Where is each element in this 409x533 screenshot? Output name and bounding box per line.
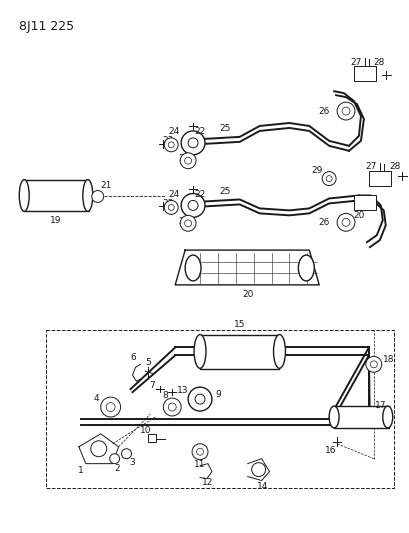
Circle shape — [181, 131, 205, 155]
Circle shape — [184, 220, 191, 227]
Circle shape — [188, 200, 198, 211]
Ellipse shape — [383, 406, 393, 428]
Text: 10: 10 — [139, 426, 151, 435]
Text: 25: 25 — [219, 187, 231, 196]
Text: 2: 2 — [115, 464, 120, 473]
Ellipse shape — [274, 335, 285, 368]
Text: 4: 4 — [94, 393, 99, 402]
Text: 20: 20 — [242, 290, 254, 300]
Text: 8J11 225: 8J11 225 — [19, 20, 74, 33]
Text: 3: 3 — [130, 458, 135, 467]
Text: 15: 15 — [234, 320, 245, 329]
Circle shape — [371, 361, 378, 368]
Circle shape — [121, 449, 132, 459]
Bar — [200, 335, 279, 369]
Circle shape — [188, 138, 198, 148]
Text: 17: 17 — [375, 401, 387, 409]
Text: 11: 11 — [194, 460, 206, 469]
Text: 16: 16 — [326, 446, 337, 455]
Bar — [354, 67, 376, 81]
Text: 23: 23 — [162, 199, 174, 208]
Circle shape — [110, 454, 119, 464]
Bar — [148, 434, 156, 442]
Circle shape — [188, 387, 212, 411]
Bar — [24, 180, 89, 212]
Text: 19: 19 — [50, 216, 62, 225]
Circle shape — [92, 190, 104, 203]
Circle shape — [337, 102, 355, 120]
Circle shape — [192, 444, 208, 459]
Text: 26: 26 — [319, 218, 330, 227]
Text: 1: 1 — [78, 466, 84, 475]
Circle shape — [163, 398, 181, 416]
Ellipse shape — [185, 255, 201, 281]
Circle shape — [342, 219, 350, 227]
Text: 24: 24 — [169, 190, 180, 199]
Text: 26: 26 — [178, 154, 190, 163]
Ellipse shape — [19, 180, 29, 212]
Text: 6: 6 — [130, 353, 136, 362]
Circle shape — [322, 172, 336, 185]
Text: 8: 8 — [162, 391, 168, 400]
Text: 22: 22 — [194, 190, 206, 199]
Ellipse shape — [298, 255, 314, 281]
Circle shape — [180, 215, 196, 231]
Circle shape — [326, 175, 332, 182]
Bar — [369, 171, 391, 185]
Circle shape — [181, 193, 205, 217]
Text: 21: 21 — [100, 181, 111, 190]
Text: 22: 22 — [194, 127, 206, 136]
Circle shape — [342, 107, 350, 115]
Text: 25: 25 — [219, 124, 231, 133]
Text: 23: 23 — [162, 136, 174, 146]
Circle shape — [164, 138, 178, 152]
Text: 7: 7 — [149, 381, 155, 390]
Circle shape — [180, 153, 196, 168]
Text: 18: 18 — [383, 355, 395, 364]
Circle shape — [195, 394, 205, 404]
Text: 14: 14 — [257, 482, 268, 491]
Circle shape — [106, 402, 115, 411]
Circle shape — [168, 205, 174, 211]
Text: 27: 27 — [365, 162, 377, 171]
Text: 28: 28 — [389, 162, 400, 171]
Text: 29: 29 — [312, 166, 323, 175]
Ellipse shape — [194, 335, 206, 368]
Circle shape — [168, 142, 174, 148]
Circle shape — [164, 200, 178, 214]
Ellipse shape — [329, 406, 339, 428]
Text: 5: 5 — [146, 358, 151, 367]
Text: 27: 27 — [350, 58, 362, 67]
Circle shape — [252, 463, 265, 477]
Ellipse shape — [83, 180, 93, 212]
Text: 12: 12 — [202, 478, 213, 487]
Circle shape — [168, 403, 176, 411]
Circle shape — [184, 157, 191, 164]
Bar — [354, 196, 376, 211]
Text: 28: 28 — [373, 58, 384, 67]
Circle shape — [337, 213, 355, 231]
Circle shape — [366, 357, 382, 372]
Text: 9: 9 — [215, 390, 221, 399]
Text: 20: 20 — [353, 211, 365, 220]
Text: 24: 24 — [169, 127, 180, 136]
Circle shape — [101, 397, 121, 417]
Text: 26: 26 — [178, 217, 190, 226]
Bar — [334, 406, 389, 428]
Circle shape — [197, 448, 204, 455]
Text: 13: 13 — [178, 386, 189, 394]
Text: 26: 26 — [319, 107, 330, 116]
Circle shape — [91, 441, 107, 457]
